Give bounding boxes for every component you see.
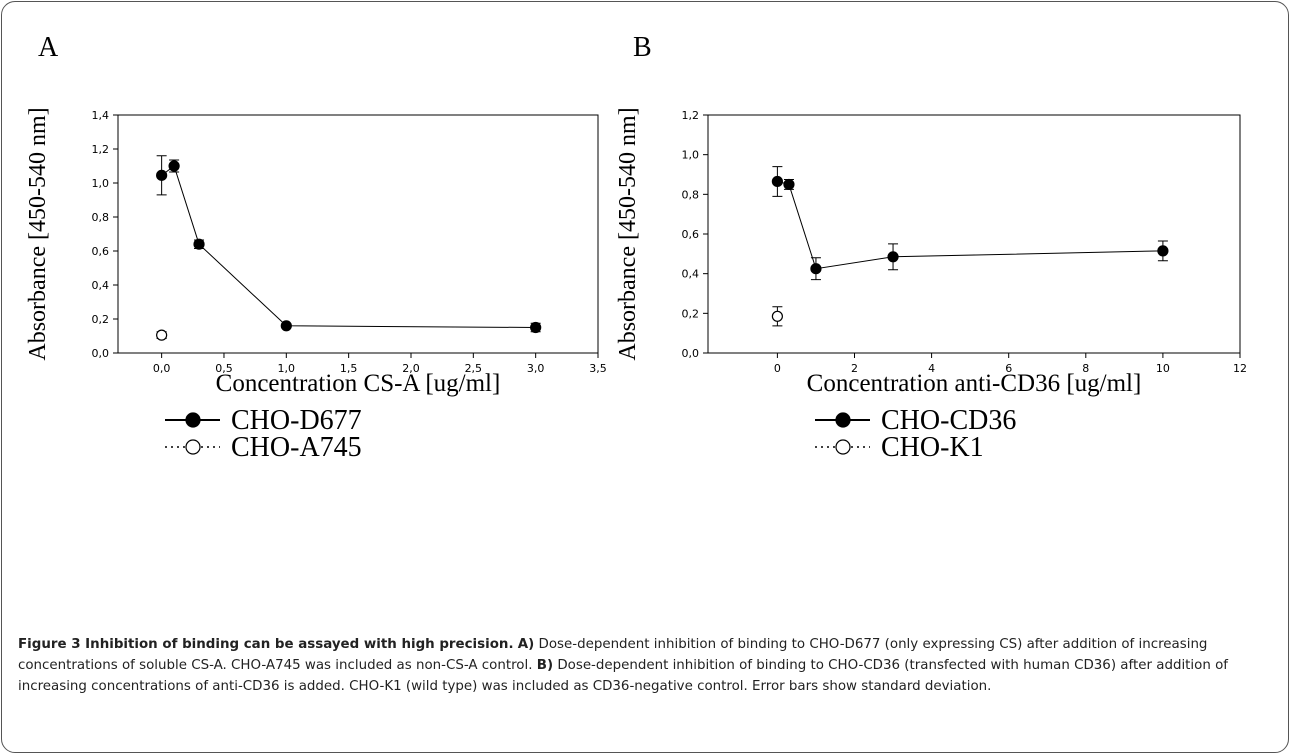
x-tick-label: 1,5 [340, 362, 358, 375]
x-tick-label: 2 [851, 362, 858, 375]
x-axis-title: Concentration CS-A [ug/ml] [216, 370, 501, 397]
figure: A 0,0 0,2 0,4 0,6 0,8 1,0 1,2 1,4 0,0 0,5 1,0 1,5 2,0… [25, 32, 1247, 463]
plot-frame [117, 114, 599, 354]
data-point [156, 169, 168, 181]
caption-text: Dose-dependent inhibition of binding to … [18, 658, 1228, 694]
x-tick-label: 2,5 [465, 362, 483, 375]
data-point [887, 251, 899, 263]
y-tick-label: 0,2 [92, 313, 110, 326]
x-axis-title: Concentration anti-CD36 [ug/ml] [807, 370, 1142, 397]
y-tick-label: 0,8 [682, 188, 700, 201]
legend-label: CHO-CD36 [881, 405, 1016, 436]
caption-bold: A) [517, 637, 535, 652]
data-point [280, 320, 292, 332]
y-axis-title: Absorbance [450-540 nm] [25, 107, 51, 360]
data-point [771, 310, 783, 322]
y-tick-label: 0,8 [92, 211, 110, 224]
data-point [168, 160, 180, 172]
panel-label: A [38, 32, 59, 63]
caption-text: Dose-dependent inhibition of binding to … [18, 637, 1208, 673]
data-point [810, 263, 822, 275]
x-tick-label: 1,0 [278, 362, 296, 375]
y-tick-label: 0,4 [682, 268, 700, 281]
series-line [161, 165, 536, 328]
data-point [1157, 245, 1169, 257]
x-tick-label: 3,0 [527, 362, 545, 375]
x-tick-label: 8 [1082, 362, 1089, 375]
caption: Figure 3 Inhibition of binding can be as… [18, 634, 1280, 697]
legend-marker [185, 439, 201, 455]
y-axis-title: Absorbance [450-540 nm] [615, 107, 641, 360]
legend-label: CHO-D677 [231, 405, 362, 436]
legend-label: CHO-K1 [881, 432, 984, 463]
x-tick-label: 2,0 [402, 362, 420, 375]
y-tick-label: 0,2 [682, 307, 700, 320]
y-tick-label: 0,0 [682, 347, 700, 360]
x-tick-label: 10 [1156, 362, 1170, 375]
legend-marker [835, 439, 851, 455]
y-tick-label: 0,6 [92, 245, 110, 258]
plot-frame [707, 114, 1241, 354]
series-line [777, 180, 1163, 270]
x-tick-label: 3,5 [589, 362, 607, 375]
y-tick-label: 0,4 [92, 279, 110, 292]
legend-marker [185, 412, 201, 428]
panel-label: B [633, 32, 652, 63]
y-tick-label: 1,0 [682, 149, 700, 162]
y-tick-label: 1,2 [92, 143, 110, 156]
legend-label: CHO-A745 [231, 432, 362, 463]
caption-bold: B) [536, 658, 554, 673]
x-tick-label: 6 [1005, 362, 1012, 375]
y-tick-label: 0,0 [92, 347, 110, 360]
x-tick-label: 0,5 [215, 362, 233, 375]
y-tick-label: 1,0 [92, 177, 110, 190]
y-tick-label: 1,4 [92, 109, 110, 122]
x-tick-label: 0 [774, 362, 781, 375]
data-point [530, 321, 542, 334]
legend-marker [835, 412, 851, 428]
x-tick-label: 12 [1233, 362, 1247, 375]
data-point [193, 238, 205, 250]
data-point [783, 178, 795, 191]
y-tick-label: 1,2 [682, 109, 700, 122]
data-point [771, 175, 783, 188]
x-tick-label: 0,0 [153, 362, 171, 375]
y-tick-label: 0,6 [682, 228, 700, 241]
caption-bold: Figure 3 Inhibition of binding can be as… [18, 637, 514, 652]
data-point [156, 329, 168, 341]
x-tick-label: 4 [928, 362, 935, 375]
